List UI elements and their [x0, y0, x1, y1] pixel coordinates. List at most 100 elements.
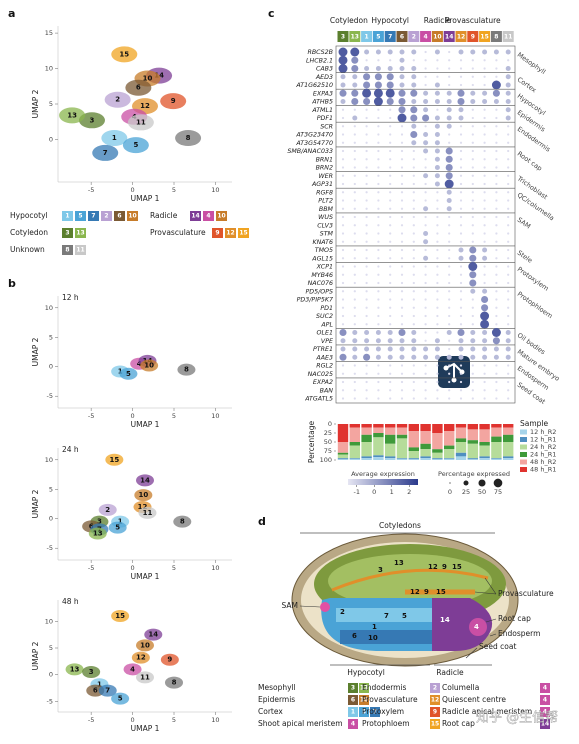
y-axis-title: UMAP 2 — [31, 337, 40, 366]
composition-segment — [432, 433, 443, 450]
composition-segment — [491, 442, 502, 459]
expression-dot — [471, 59, 474, 62]
expression-dot — [389, 323, 392, 326]
y-tick-label: 75 — [324, 447, 332, 455]
expression-dot — [412, 191, 415, 194]
expression-dot — [377, 191, 380, 194]
legend-group: Unknown — [10, 245, 45, 254]
gene-label: NAC076 — [308, 280, 333, 287]
composition-segment — [479, 456, 490, 459]
expression-dot — [469, 254, 477, 262]
composition-segment — [408, 459, 419, 460]
expression-dot — [457, 97, 465, 106]
cluster-cloud — [140, 359, 159, 372]
y-tick-label: 0 — [49, 135, 53, 143]
region-label: 6 — [352, 632, 357, 640]
expression-dot — [375, 354, 381, 360]
expression-dot — [448, 83, 451, 87]
expression-dot — [507, 125, 510, 128]
composition-segment — [503, 434, 514, 442]
size-key-label: 50 — [478, 488, 486, 496]
expression-dot — [365, 240, 368, 243]
expression-dot — [434, 354, 440, 360]
expression-dot — [377, 108, 380, 111]
expression-dot — [483, 397, 486, 400]
composition-segment — [385, 434, 396, 444]
expression-dot — [495, 380, 498, 384]
composition-segment — [349, 458, 360, 459]
expression-dot — [424, 59, 427, 62]
composition-segment — [503, 424, 514, 428]
expression-dot — [377, 149, 380, 153]
composition-segment — [503, 458, 514, 460]
x-axis-title: UMAP 1 — [131, 572, 160, 581]
expression-dot — [377, 248, 380, 252]
expression-dot — [389, 306, 392, 309]
expression-dot — [353, 265, 356, 268]
expression-dot — [400, 257, 404, 260]
expression-dot — [457, 89, 465, 97]
legend-swatch — [75, 211, 86, 221]
radicle — [432, 598, 493, 651]
expression-dot — [459, 232, 463, 235]
expression-dot — [495, 191, 498, 194]
legend-swatch — [348, 683, 358, 693]
expression-dot — [411, 346, 417, 352]
icon-glyph[interactable] — [451, 377, 457, 383]
expression-dot — [389, 191, 392, 194]
expression-dot — [436, 298, 439, 301]
watermark: 知乎 @生信帮 — [476, 710, 558, 726]
cluster-cloud — [160, 93, 187, 110]
x-tick-label: 0 — [131, 716, 135, 724]
cluster-cloud — [105, 453, 124, 466]
expression-dot — [400, 158, 404, 161]
column-label: 11 — [504, 34, 512, 41]
composition-segment — [444, 449, 455, 459]
expression-dot — [448, 306, 451, 309]
composition-segment — [503, 442, 514, 457]
composition-segment — [491, 424, 502, 428]
expression-dot — [482, 99, 488, 104]
composition-segment — [420, 458, 431, 460]
expression-dot — [353, 174, 356, 177]
x-axis-title: UMAP 1 — [131, 724, 160, 733]
legend-label: Shoot apical meristem — [258, 719, 343, 728]
expression-dot — [470, 49, 476, 55]
icon-glyph[interactable] — [443, 365, 449, 371]
legend-group: Radicle — [150, 211, 178, 220]
legend-swatch — [540, 683, 550, 693]
expression-dot — [507, 273, 510, 276]
legend-item: 9 — [215, 230, 219, 237]
legend-swatch — [540, 719, 550, 729]
overlay-icon[interactable] — [438, 356, 470, 388]
expression-dot — [353, 240, 356, 243]
expression-dot — [377, 59, 380, 62]
expression-dot — [341, 116, 345, 120]
icon-glyph[interactable] — [445, 362, 463, 380]
expression-dot — [399, 338, 405, 344]
expression-dot — [468, 262, 478, 271]
cluster-label: 9 — [167, 656, 172, 664]
column-swatch — [396, 31, 408, 42]
expression-dot — [353, 290, 356, 293]
cluster-label: 15 — [109, 456, 119, 464]
expression-dot — [505, 74, 511, 80]
seed-diagram: Cotyledons 3 13 12 9 15 12 9 15 2 7 5 1 … — [281, 521, 554, 677]
expression-dot — [424, 339, 427, 342]
expression-dot — [459, 158, 463, 161]
root-cap — [469, 618, 487, 636]
callout: Seed coat — [479, 642, 516, 651]
expression-dot — [434, 82, 440, 88]
expression-dot — [338, 64, 348, 73]
cluster-cloud — [160, 653, 179, 666]
expression-dot — [471, 389, 474, 392]
gene-label: AED3 — [315, 74, 333, 81]
composition-segment — [361, 456, 372, 459]
expression-dot — [389, 149, 392, 153]
callout: Endosperm — [498, 629, 540, 638]
expression-dot — [458, 107, 464, 113]
expression-dot — [505, 90, 511, 96]
y-tick-label: 0 — [49, 515, 53, 523]
expression-dot — [424, 397, 427, 400]
expression-dot — [459, 133, 463, 136]
